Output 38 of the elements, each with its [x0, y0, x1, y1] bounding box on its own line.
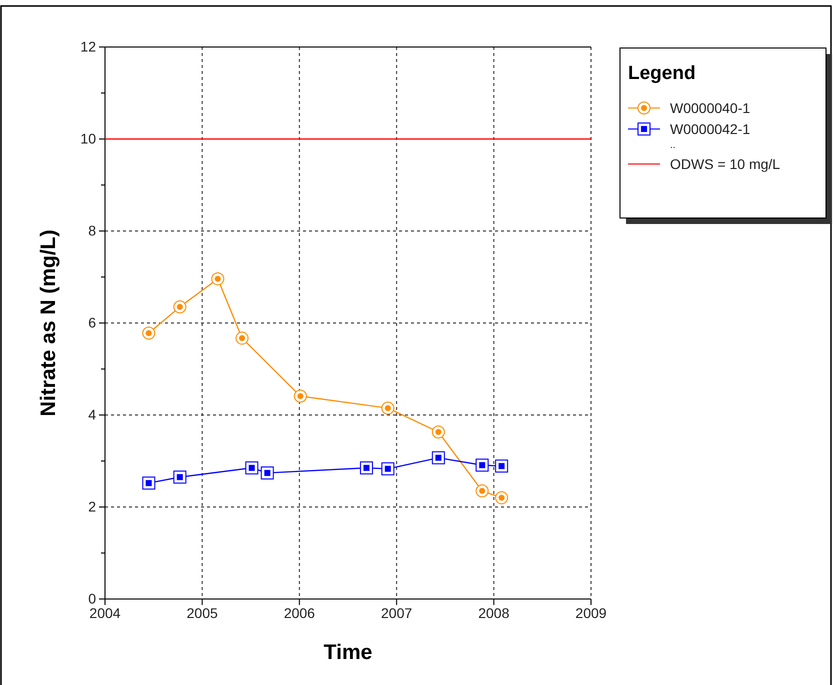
- point: [173, 300, 186, 314]
- legend-title: Legend: [628, 63, 696, 84]
- point: [381, 402, 394, 415]
- point: [245, 461, 258, 474]
- point: [381, 462, 394, 476]
- point: [495, 460, 508, 473]
- point: [142, 326, 156, 340]
- y-tick-label: 8: [88, 222, 96, 238]
- legend-label: W0000042-1: [670, 121, 750, 137]
- y-tick-label: 0: [88, 590, 96, 606]
- y-tick-label: 4: [88, 406, 96, 422]
- x-tick-label: 2009: [575, 604, 607, 621]
- point: [260, 466, 274, 480]
- y-axis-title: Nitrate as N (mg/L): [37, 230, 60, 416]
- point: [236, 332, 249, 345]
- point: [211, 272, 224, 286]
- point: [173, 470, 186, 484]
- point: [476, 458, 489, 472]
- legend-label: W0000040-1: [670, 100, 750, 116]
- point: [476, 484, 489, 498]
- point: [432, 426, 445, 439]
- x-tick-label: 2004: [89, 604, 121, 621]
- x-tick-label: 2005: [186, 604, 218, 621]
- y-tick-label: 12: [80, 38, 96, 54]
- point: [294, 390, 307, 403]
- y-tick-label: 6: [88, 314, 96, 330]
- x-tick-label: 2007: [381, 604, 412, 621]
- text: ..: [670, 140, 676, 151]
- point: [495, 491, 508, 504]
- point: [432, 451, 445, 464]
- legend-label: ODWS = 10 mg/L: [670, 156, 780, 172]
- y-tick-label: 2: [88, 498, 96, 514]
- x-tick-label: 2006: [284, 604, 316, 621]
- x-axis-title: Time: [324, 641, 372, 664]
- x-tick-label: 2008: [478, 604, 510, 621]
- y-tick-label: 10: [80, 130, 96, 146]
- point: [360, 461, 373, 474]
- point: [142, 476, 156, 490]
